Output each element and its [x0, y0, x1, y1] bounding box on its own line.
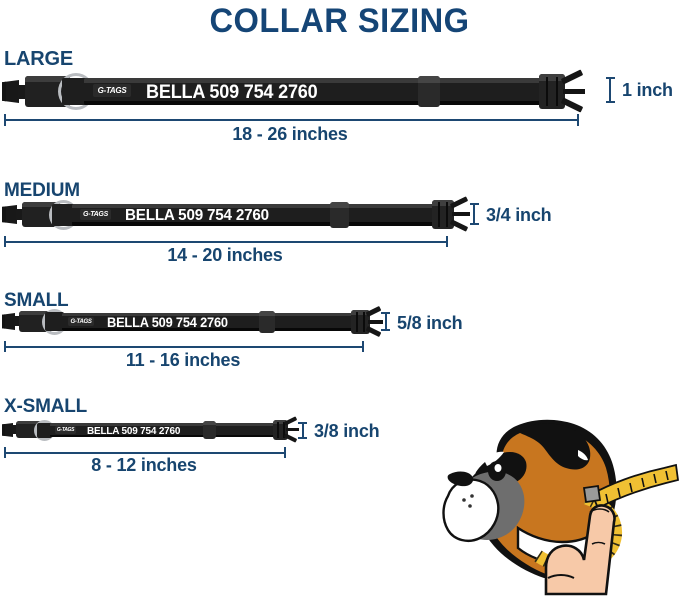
- buckle-prong-bottom: [283, 433, 298, 443]
- width-marker-medium: [468, 203, 480, 225]
- dimension-line-large: [4, 114, 579, 126]
- dimension-line-medium: [4, 236, 448, 247]
- dimension-text-medium: 14 - 20 inches: [167, 245, 283, 265]
- width-text-medium: 3/4 inch: [486, 205, 552, 225]
- strap-keeper: [330, 202, 349, 228]
- d-ring-fill: [45, 312, 64, 331]
- width-marker-large: [604, 77, 616, 103]
- size-label-medium: MEDIUM: [4, 180, 80, 201]
- dog-ear-highlight: [578, 450, 588, 461]
- strap-body: [72, 204, 447, 227]
- buckle-prong-bottom: [449, 219, 469, 232]
- size-label-small: SMALL: [4, 290, 69, 311]
- buckle-prong-center: [286, 428, 299, 431]
- brand-logo: G-TAGS: [80, 209, 111, 220]
- size-label-large: LARGE: [4, 48, 74, 70]
- side-release-buckle: [432, 200, 454, 229]
- buckle-prong-top: [283, 416, 298, 426]
- dog-nose: [447, 471, 474, 487]
- engraved-text-small: BELLA 509 754 2760: [107, 315, 228, 330]
- strap-body: [84, 78, 554, 105]
- dog-ear-patch: [518, 423, 591, 470]
- strap-tip-icon: [2, 313, 15, 330]
- width-marker-small: [380, 312, 391, 331]
- d-ring-fill: [52, 204, 75, 226]
- fingernail: [589, 508, 610, 513]
- width-marker-xsmall: [297, 422, 308, 439]
- buckle-prong-bottom: [365, 325, 382, 338]
- strap-waist: [18, 85, 27, 99]
- strap-keeper: [259, 311, 275, 333]
- width-text-xsmall: 3/8 inch: [314, 421, 380, 441]
- buckle-prong-center: [563, 89, 585, 94]
- strap-keeper: [203, 421, 216, 439]
- strap-tip-icon: [2, 80, 19, 103]
- strap-body: [50, 423, 284, 437]
- strap-waist: [14, 316, 21, 326]
- dimension-text-large: 18 - 26 inches: [232, 124, 348, 144]
- dog-whisker-dot: [462, 498, 466, 502]
- dog-muzzle-white: [442, 478, 500, 542]
- dog-whisker-dot: [470, 494, 474, 498]
- thumb-crease: [547, 574, 575, 579]
- strap-waist: [12, 425, 18, 434]
- strap-waist: [16, 209, 24, 220]
- buckle-prong-center: [368, 320, 383, 324]
- engraved-text-large: BELLA 509 754 2760: [146, 82, 318, 103]
- brand-logo: G-TAGS: [93, 84, 131, 97]
- buckle-prong-top: [560, 69, 584, 85]
- side-release-buckle: [539, 74, 565, 109]
- dog-whisker-dot: [468, 504, 472, 508]
- page-title: COLLAR SIZING: [209, 2, 470, 40]
- hand-illustration: [544, 504, 616, 596]
- tape-tail-ticks: [605, 470, 669, 504]
- tape-tail: [590, 463, 679, 510]
- engraved-text-xsmall: BELLA 509 754 2760: [87, 425, 181, 437]
- dimension-text-xsmall: 8 - 12 inches: [91, 455, 197, 475]
- brand-logo: G-TAGS: [68, 317, 94, 326]
- size-label-xsmall: X-SMALL: [4, 396, 88, 417]
- width-text-small: 5/8 inch: [397, 313, 463, 333]
- strap-tip-icon: [2, 205, 17, 224]
- strap-keeper: [418, 76, 440, 107]
- dimension-line-small: [4, 341, 364, 352]
- buckle-prong-top: [449, 196, 469, 209]
- dimension-line-xsmall: [4, 447, 286, 458]
- buckle-prong-center: [452, 212, 470, 216]
- brand-logo: G-TAGS: [55, 426, 76, 434]
- width-text-large: 1 inch: [622, 80, 673, 100]
- engraved-text-medium: BELLA 509 754 2760: [125, 207, 269, 224]
- d-ring-fill: [37, 423, 52, 438]
- strap-body: [62, 313, 365, 331]
- boxer-dog-illustration: [440, 408, 679, 596]
- knuckle-crease: [591, 541, 606, 545]
- side-release-buckle: [351, 310, 370, 334]
- dog-brow-blaze: [484, 451, 504, 466]
- dimension-text-small: 11 - 16 inches: [125, 350, 241, 370]
- dog-eye-highlight: [494, 464, 502, 472]
- tape-clip: [582, 484, 602, 504]
- strap-tip-icon: [2, 423, 13, 437]
- buckle-prong-top: [365, 305, 382, 318]
